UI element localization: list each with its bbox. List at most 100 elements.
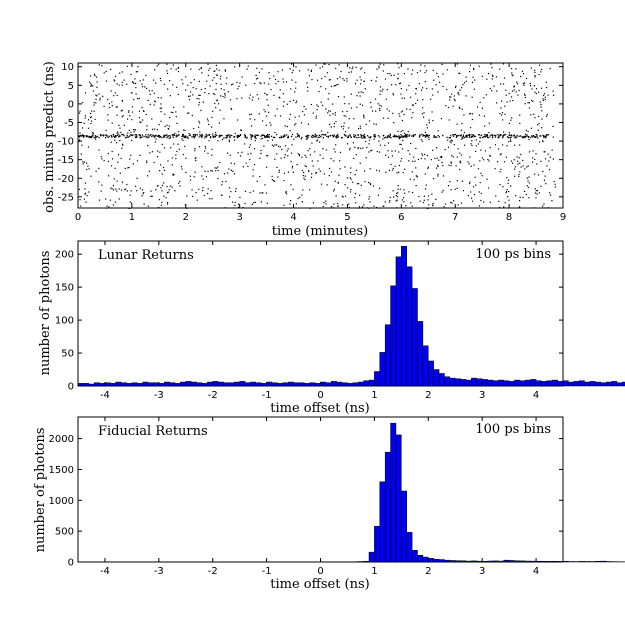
scatter-point <box>349 177 351 179</box>
scatter-point <box>87 146 90 148</box>
scatter-point <box>484 136 487 138</box>
scatter-point <box>506 145 508 147</box>
fiducial-bar <box>551 561 558 563</box>
scatter-point <box>210 189 212 192</box>
scatter-point <box>159 77 162 79</box>
scatter-point <box>84 115 86 117</box>
scatter-point <box>81 101 84 104</box>
lunar-bar <box>212 381 219 387</box>
scatter-point <box>252 175 254 177</box>
scatter-point <box>530 114 532 116</box>
scatter-point <box>472 81 474 83</box>
scatter-point <box>195 192 197 194</box>
scatter-track-point <box>159 135 162 138</box>
scatter-point <box>326 184 328 186</box>
scatter-point <box>239 82 241 84</box>
lunar-bar <box>562 380 569 387</box>
scatter-track-point <box>108 135 110 137</box>
scatter-point <box>451 154 453 157</box>
scatter-track-point <box>412 134 414 136</box>
scatter-point <box>543 203 545 205</box>
scatter-point <box>348 71 350 73</box>
scatter-track-point <box>99 134 102 136</box>
scatter-point <box>348 149 351 151</box>
scatter-point <box>296 164 298 166</box>
scatter-point <box>181 168 183 170</box>
scatter-point <box>395 194 397 197</box>
scatter-point <box>390 74 392 77</box>
scatter-point <box>215 170 217 172</box>
scatter-point <box>114 92 116 94</box>
scatter-point <box>360 83 362 85</box>
scatter-point <box>545 81 547 83</box>
scatter-point <box>189 179 192 181</box>
scatter-point <box>208 123 210 126</box>
scatter-point <box>146 160 148 162</box>
scatter-point <box>370 184 372 186</box>
scatter-point <box>400 93 402 95</box>
scatter-point <box>431 149 434 151</box>
scatter-point <box>90 122 92 125</box>
scatter-point <box>542 98 544 100</box>
scatter-point <box>270 88 272 91</box>
lunar-bar <box>320 381 327 387</box>
scatter-point <box>421 140 423 142</box>
scatter-track-point <box>94 135 97 137</box>
scatter-point <box>460 202 463 204</box>
scatter-point <box>152 79 155 81</box>
scatter-point <box>422 99 424 101</box>
scatter-point <box>400 160 402 162</box>
scatter-point <box>130 154 132 156</box>
scatter-point <box>386 137 388 139</box>
scatter-track-point <box>318 134 320 137</box>
scatter-point <box>291 144 293 146</box>
scatter-point <box>301 156 303 158</box>
scatter-point <box>450 96 452 98</box>
scatter-point <box>264 111 266 113</box>
scatter-point <box>412 160 414 162</box>
scatter-point <box>503 77 506 79</box>
scatter-point <box>432 204 434 206</box>
scatter-point <box>265 124 267 126</box>
scatter-point <box>547 153 549 155</box>
lunar-bar <box>546 380 553 387</box>
scatter-point <box>120 131 122 134</box>
scatter-point <box>208 140 210 142</box>
scatter-point <box>321 77 323 80</box>
scatter-point <box>403 189 405 191</box>
scatter-point <box>344 184 346 186</box>
scatter-point <box>494 168 496 170</box>
scatter-point <box>108 102 111 105</box>
scatter-point <box>420 64 422 66</box>
scatter-points <box>78 63 557 210</box>
scatter-point <box>339 76 341 78</box>
scatter-point <box>268 72 270 74</box>
scatter-point <box>85 162 88 164</box>
scatter-point <box>305 138 308 140</box>
scatter-point <box>207 193 209 195</box>
scatter-point <box>222 95 224 98</box>
scatter-point <box>126 83 128 85</box>
scatter-point <box>295 123 297 125</box>
lunar-bar <box>498 379 504 387</box>
scatter-point <box>190 82 192 84</box>
scatter-point <box>227 172 229 174</box>
scatter-track-point <box>229 134 231 136</box>
scatter-point <box>163 147 166 149</box>
scatter-track-point <box>369 137 371 139</box>
scatter-track-point <box>214 136 217 138</box>
scatter-point <box>211 170 213 172</box>
lunar-bar <box>541 381 548 387</box>
scatter-point <box>346 78 348 80</box>
scatter-point <box>459 107 461 110</box>
scatter-point <box>538 123 540 125</box>
scatter-track-point <box>427 135 429 137</box>
scatter-point <box>146 125 148 127</box>
scatter-point <box>126 65 128 67</box>
scatter-point <box>156 65 158 67</box>
scatter-point <box>141 119 144 121</box>
scatter-point <box>280 157 282 159</box>
lunar-bar <box>508 381 515 387</box>
scatter-track-point <box>273 136 275 139</box>
scatter-track-point <box>82 136 85 138</box>
